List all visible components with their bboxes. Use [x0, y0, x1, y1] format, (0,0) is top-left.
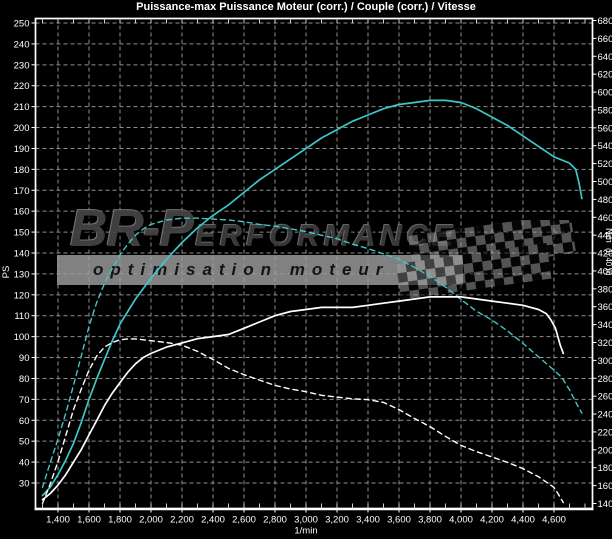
right-tick-label: 420 — [598, 249, 612, 260]
x-tick-label: 4,200 — [480, 515, 504, 526]
right-tick-label: 500 — [598, 177, 612, 188]
left-tick-label: 170 — [14, 186, 30, 197]
x-tick-label: 4,000 — [449, 515, 473, 526]
right-tick-label: 160 — [598, 481, 612, 492]
axes — [34, 17, 594, 511]
left-tick-label: 250 — [14, 19, 30, 30]
brand-logo: BR-P ERFORMANCE — [70, 199, 457, 259]
x-tick-label: 2,600 — [232, 515, 256, 526]
left-tick-label: 140 — [14, 248, 30, 259]
right-tick-label: 320 — [598, 338, 612, 349]
left-tick-label: 60 — [19, 416, 30, 427]
right-tick-label: 140 — [598, 499, 612, 510]
right-tick-label: 240 — [598, 410, 612, 421]
x-tick-label: 3,000 — [294, 515, 318, 526]
right-tick-label: 640 — [598, 52, 612, 63]
left-tick-label: 150 — [14, 228, 30, 239]
left-tick-label: 110 — [14, 311, 29, 322]
right-tick-label: 200 — [598, 445, 612, 456]
x-tick-label: 2,200 — [170, 515, 194, 526]
right-tick-label: 220 — [598, 427, 612, 438]
left-tick-label: 160 — [14, 207, 30, 218]
x-tick-label: 2,000 — [139, 515, 163, 526]
x-tick-label: 3,400 — [356, 515, 380, 526]
x-tick-label: 1,600 — [77, 515, 101, 526]
right-tick-label: 260 — [598, 392, 612, 403]
x-tick-label: 1,800 — [108, 515, 132, 526]
left-tick-label: 130 — [14, 269, 30, 280]
right-tick-label: 600 — [598, 88, 612, 99]
curve-couple-cyan-dashed — [41, 217, 583, 489]
right-axis-sublabel: (l) 40 (l) — [604, 248, 612, 276]
brand-tagline-bar: optimisation moteur — [57, 255, 463, 285]
left-tick-label: 50 — [19, 437, 30, 448]
brand-logo-prefix: BR-P — [70, 200, 194, 258]
right-tick-label: 180 — [598, 463, 612, 474]
checkered-flag-icon — [396, 220, 576, 300]
plot-border — [34, 17, 594, 510]
left-tick-label: 80 — [19, 374, 30, 385]
right-tick-label: 400 — [598, 266, 612, 277]
left-tick-label: 220 — [14, 81, 30, 92]
right-tick-label: 660 — [598, 34, 612, 45]
right-tick-label: 680 — [598, 16, 612, 27]
y-axis-right-labels: 680 660 640 620 600 580 560 540 520 500 480 460 440 4… — [592, 16, 612, 510]
chart-title: Puissance-max Puissance Moteur (corr.) /… — [136, 1, 476, 13]
left-tick-label: 90 — [19, 353, 30, 364]
right-tick-label: 340 — [598, 320, 612, 331]
brand-tagline: optimisation moteur — [93, 260, 390, 279]
right-tick-label: 540 — [598, 141, 612, 152]
right-axis-unit-label: Nm — [603, 228, 612, 243]
right-tick-label: 520 — [598, 159, 612, 170]
left-tick-label: 100 — [14, 332, 30, 343]
right-tick-label: 460 — [598, 213, 612, 224]
right-tick-label: 280 — [598, 374, 612, 385]
left-tick-label: 30 — [19, 478, 30, 489]
left-tick-label: 240 — [14, 39, 30, 50]
y-axis-left-labels: 250 240 230 220 210 200 190 180 170 160 150 140 130 1… — [14, 19, 36, 489]
x-tick-label: 3,800 — [418, 515, 442, 526]
right-tick-label: 620 — [598, 70, 612, 81]
right-tick-label: 440 — [598, 231, 612, 242]
right-tick-label: 360 — [598, 302, 612, 313]
left-tick-label: 120 — [14, 290, 30, 301]
left-tick-label: 40 — [19, 458, 30, 469]
curve-couple-white-dashed — [41, 338, 564, 505]
curve-puissance-white-solid — [41, 296, 565, 501]
x-tick-label: 4,600 — [542, 515, 566, 526]
x-tick-label: 2,400 — [201, 515, 225, 526]
x-axis-unit-label: 1/min — [294, 526, 317, 537]
left-tick-label: 190 — [14, 144, 30, 155]
right-tick-label: 480 — [598, 195, 612, 206]
left-tick-label: 70 — [19, 395, 30, 406]
curves — [41, 99, 583, 505]
left-tick-label: 230 — [14, 60, 30, 71]
x-tick-label: 2,800 — [263, 515, 287, 526]
right-tick-label: 300 — [598, 356, 612, 367]
left-tick-label: 210 — [14, 102, 30, 113]
x-axis-labels: 1,400 1,600 1,800 2,000 2,200 2,400 2,600 2,800… — [46, 508, 566, 537]
right-tick-label: 560 — [598, 123, 612, 134]
x-tick-label: 3,200 — [325, 515, 349, 526]
x-tick-label: 3,600 — [387, 515, 411, 526]
curve-puissance-cyan-solid — [41, 99, 583, 497]
left-tick-label: 200 — [14, 123, 30, 134]
right-tick-label: 580 — [598, 105, 612, 116]
left-axis-unit-label: PS — [1, 266, 12, 279]
right-tick-label: 380 — [598, 284, 612, 295]
left-tick-label: 180 — [14, 165, 30, 176]
x-tick-label: 4,400 — [511, 515, 535, 526]
x-tick-label: 1,400 — [46, 515, 70, 526]
